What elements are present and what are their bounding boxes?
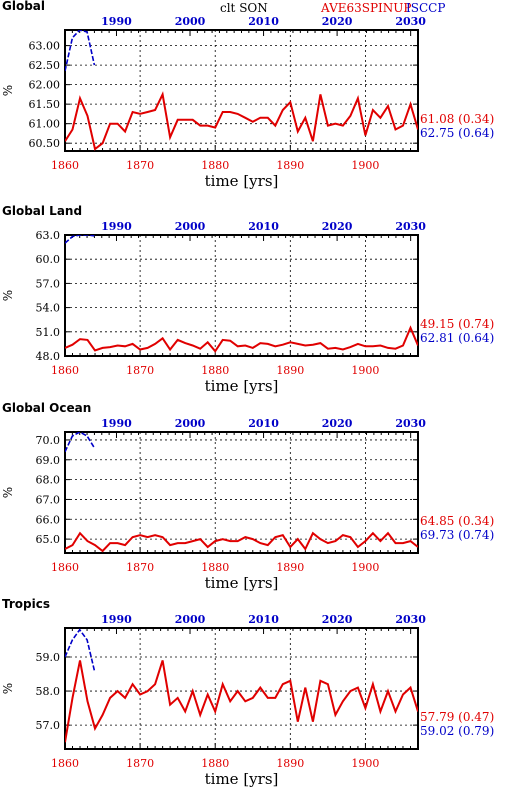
y-tick-label: 63.00 bbox=[29, 40, 61, 53]
x-tick-label-top: 1990 bbox=[101, 613, 132, 626]
y-axis-label: % bbox=[1, 487, 15, 498]
y-tick-label: 61.00 bbox=[29, 118, 61, 131]
x-tick-label-bottom: 1880 bbox=[201, 561, 229, 574]
x-tick-label-top: 2020 bbox=[322, 613, 353, 626]
model-mean-annotation: 64.85 (0.34) bbox=[420, 514, 494, 528]
x-tick-label-top: 1990 bbox=[101, 220, 132, 233]
x-tick-label-top: 2000 bbox=[175, 417, 206, 430]
y-tick-label: 65.0 bbox=[36, 533, 61, 546]
model-mean-annotation: 61.08 (0.34) bbox=[420, 112, 494, 126]
series-line-obs bbox=[65, 30, 96, 72]
y-tick-label: 69.0 bbox=[36, 454, 61, 467]
y-tick-label: 63.0 bbox=[36, 229, 61, 242]
x-tick-label-bottom: 1890 bbox=[276, 364, 304, 377]
x-tick-label-bottom: 1900 bbox=[351, 757, 379, 770]
x-tick-label-bottom: 1860 bbox=[51, 757, 79, 770]
x-axis-label: time [yrs] bbox=[205, 770, 279, 788]
model-mean-annotation: 57.79 (0.47) bbox=[420, 710, 494, 724]
y-tick-label: 57.0 bbox=[36, 277, 61, 290]
y-tick-label: 62.50 bbox=[29, 59, 61, 72]
x-tick-label-bottom: 1880 bbox=[201, 757, 229, 770]
panel-title: Tropics bbox=[2, 597, 50, 611]
panel-title: Global Ocean bbox=[2, 401, 91, 415]
x-tick-label-top: 2020 bbox=[322, 220, 353, 233]
obs-mean-annotation: 59.02 (0.79) bbox=[420, 724, 494, 738]
x-tick-label-top: 1990 bbox=[101, 417, 132, 430]
x-tick-label-bottom: 1880 bbox=[201, 364, 229, 377]
obs-mean-annotation: 62.75 (0.64) bbox=[420, 126, 494, 140]
obs-mean-annotation: 69.73 (0.74) bbox=[420, 528, 494, 542]
x-tick-label-top: 2030 bbox=[395, 220, 426, 233]
series-line-obs bbox=[65, 628, 96, 671]
y-tick-label: 59.0 bbox=[36, 651, 61, 664]
x-tick-label-top: 2020 bbox=[322, 417, 353, 430]
series-line-model bbox=[65, 660, 418, 743]
obs-mean-annotation: 62.81 (0.64) bbox=[420, 331, 494, 345]
y-tick-label: 58.0 bbox=[36, 685, 61, 698]
x-tick-label-bottom: 1870 bbox=[126, 159, 154, 172]
x-axis-label: time [yrs] bbox=[205, 377, 279, 395]
y-axis-label: % bbox=[1, 683, 15, 694]
x-tick-label-top: 2030 bbox=[395, 15, 426, 28]
y-axis-label: % bbox=[1, 85, 15, 96]
y-axis-label: % bbox=[1, 290, 15, 301]
x-axis-label: time [yrs] bbox=[205, 574, 279, 592]
series-line-model bbox=[65, 325, 418, 353]
x-tick-label-bottom: 1900 bbox=[351, 561, 379, 574]
y-tick-label: 70.0 bbox=[36, 434, 61, 447]
x-tick-label-bottom: 1860 bbox=[51, 561, 79, 574]
x-tick-label-top: 2030 bbox=[395, 417, 426, 430]
y-tick-label: 68.0 bbox=[36, 474, 61, 487]
panel-title: Global Land bbox=[2, 204, 82, 218]
y-tick-label: 54.0 bbox=[36, 302, 61, 315]
x-tick-label-top: 2030 bbox=[395, 613, 426, 626]
y-tick-label: 60.50 bbox=[29, 137, 61, 150]
y-tick-label: 48.0 bbox=[36, 350, 61, 363]
y-tick-label: 66.0 bbox=[36, 513, 61, 526]
series-line-model bbox=[65, 91, 418, 151]
x-tick-label-top: 2000 bbox=[175, 220, 206, 233]
x-tick-label-top: 2010 bbox=[248, 15, 279, 28]
y-tick-label: 57.0 bbox=[36, 719, 61, 732]
x-tick-label-top: 2010 bbox=[248, 417, 279, 430]
y-tick-label: 51.0 bbox=[36, 326, 61, 339]
x-tick-label-bottom: 1890 bbox=[276, 757, 304, 770]
series-line-model bbox=[65, 531, 418, 553]
x-tick-label-bottom: 1870 bbox=[126, 561, 154, 574]
panel-title: Global bbox=[2, 0, 45, 13]
x-tick-label-bottom: 1860 bbox=[51, 159, 79, 172]
y-tick-label: 67.0 bbox=[36, 493, 61, 506]
y-tick-label: 60.0 bbox=[36, 253, 61, 266]
x-tick-label-bottom: 1870 bbox=[126, 364, 154, 377]
x-tick-label-top: 2000 bbox=[175, 613, 206, 626]
x-tick-label-bottom: 1890 bbox=[276, 159, 304, 172]
header-obs-name: ISCCP bbox=[406, 1, 445, 15]
x-tick-label-bottom: 1900 bbox=[351, 159, 379, 172]
y-tick-label: 62.00 bbox=[29, 79, 61, 92]
x-tick-label-bottom: 1900 bbox=[351, 364, 379, 377]
x-tick-label-bottom: 1890 bbox=[276, 561, 304, 574]
x-tick-label-top: 2010 bbox=[248, 613, 279, 626]
x-tick-label-bottom: 1880 bbox=[201, 159, 229, 172]
chart-panel-4: Tropics 57.0 58.0 59.0 1860 1870 1880 1890 1900 1… bbox=[1, 597, 494, 788]
header-model-name: AVE63SPINUP bbox=[320, 1, 412, 15]
series-line-obs bbox=[65, 432, 96, 453]
chart-panel-2: Global Land 48.0 51.0 54.0 57.0 60.0 63.0 1860 1… bbox=[1, 204, 494, 395]
x-tick-label-top: 1990 bbox=[101, 15, 132, 28]
x-tick-label-top: 2010 bbox=[248, 220, 279, 233]
chart-panel-3: Global Ocean 65.0 66.0 67.0 68.0 69.0 70.0 1860… bbox=[1, 401, 494, 592]
x-tick-label-bottom: 1860 bbox=[51, 364, 79, 377]
y-tick-label: 61.50 bbox=[29, 98, 61, 111]
x-tick-label-bottom: 1870 bbox=[126, 757, 154, 770]
x-tick-label-top: 2000 bbox=[175, 15, 206, 28]
chart-panel-1: Global 60.50 61.00 61.50 62.00 62.50 63.00 1860… bbox=[1, 0, 494, 190]
header-variable: clt SON bbox=[220, 1, 268, 15]
model-mean-annotation: 49.15 (0.74) bbox=[420, 317, 494, 331]
x-tick-label-top: 2020 bbox=[322, 15, 353, 28]
x-axis-label: time [yrs] bbox=[205, 172, 279, 190]
